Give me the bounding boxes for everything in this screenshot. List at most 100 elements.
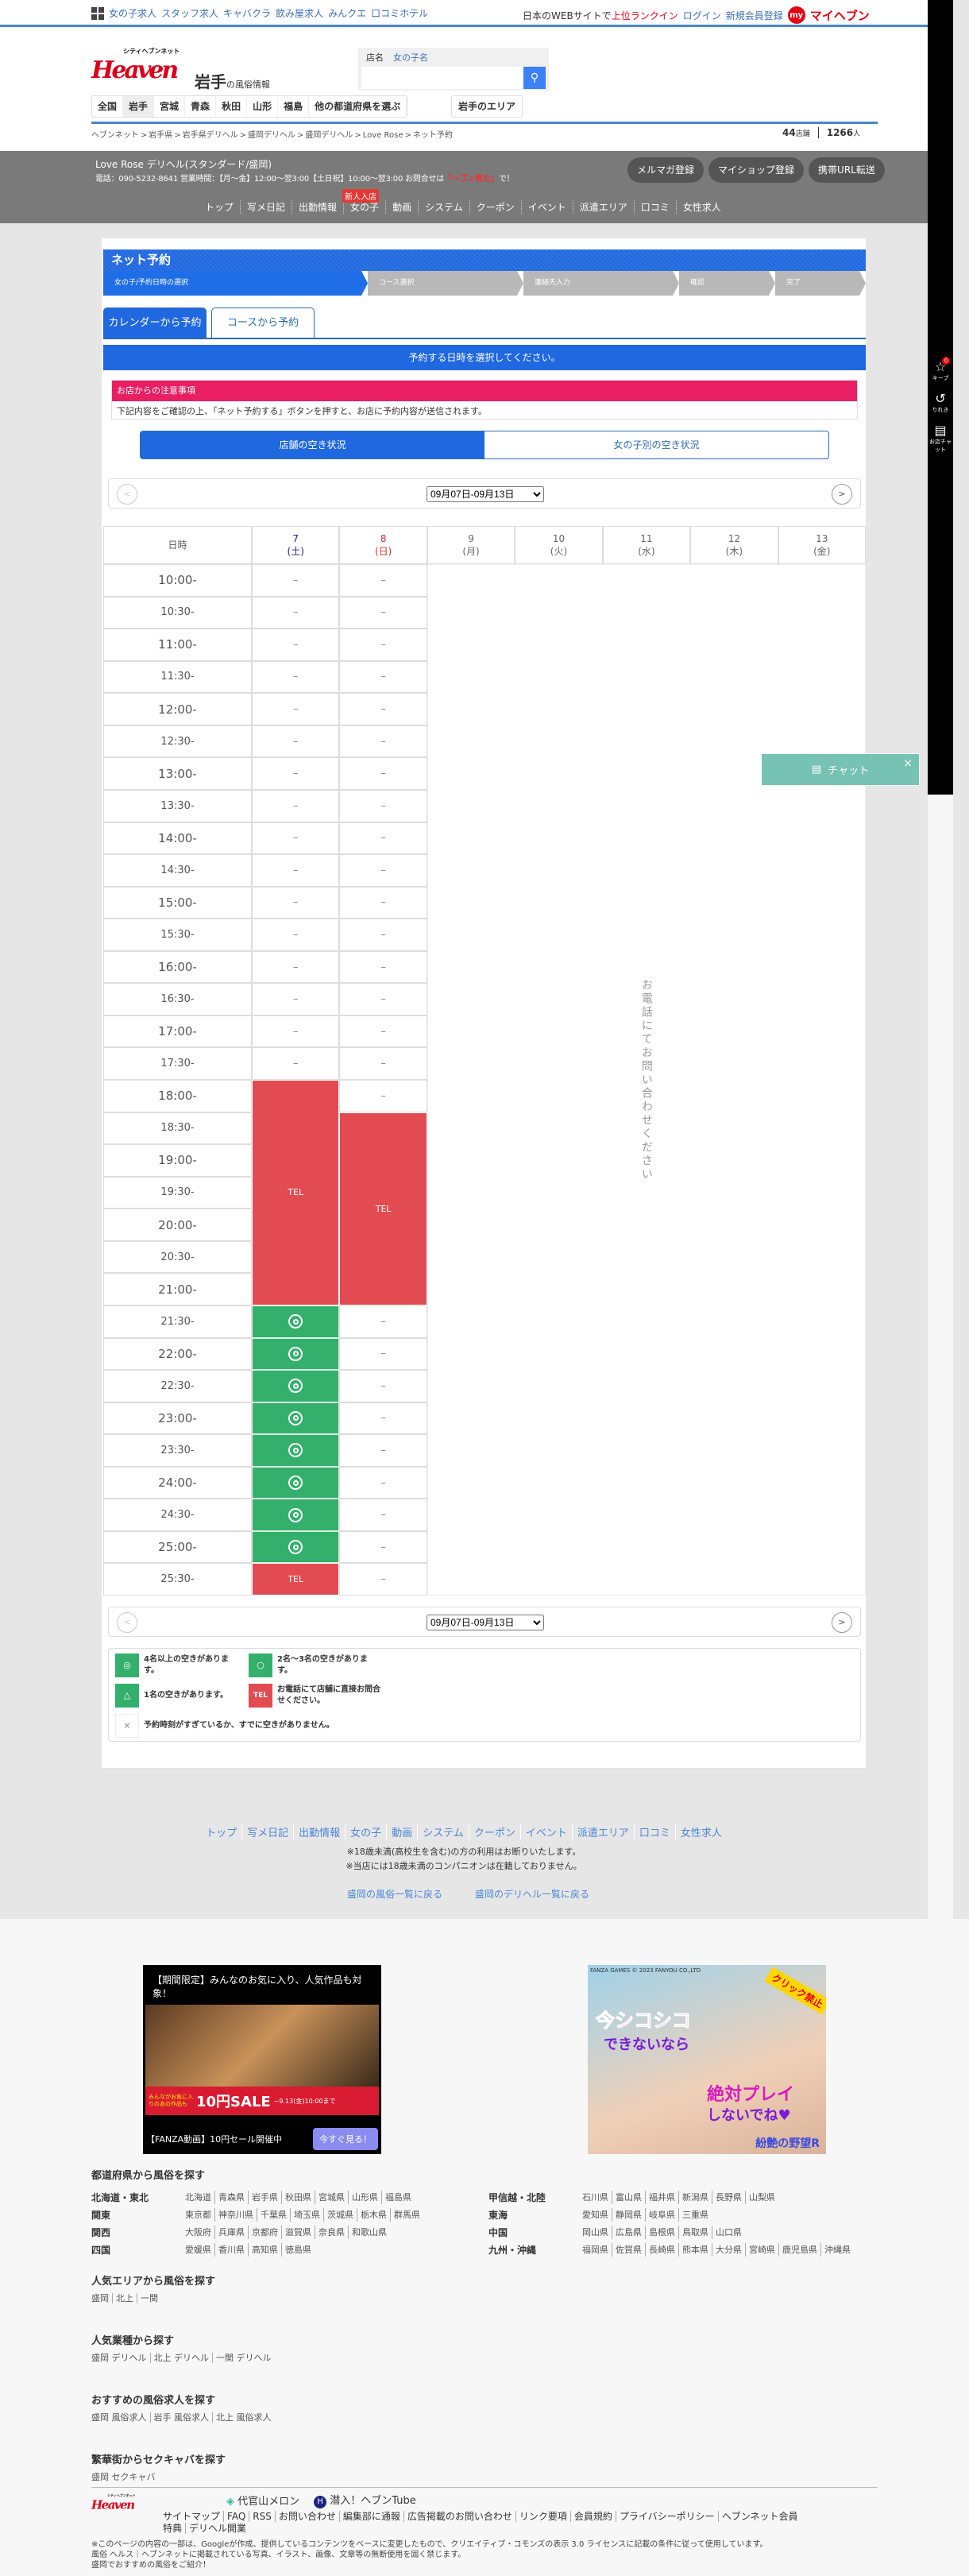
breadcrumb-item[interactable]: 岩手県デリヘル: [182, 131, 238, 140]
footer-nav-item[interactable]: 出勤情報: [294, 1824, 346, 1839]
section-link[interactable]: 北上 風俗求人: [216, 2412, 272, 2423]
shop-nav-item[interactable]: 派遣エリア: [573, 200, 635, 214]
pref-link[interactable]: 石川県: [579, 2191, 612, 2204]
week-select[interactable]: 09月07日-09月13日: [427, 1615, 544, 1630]
breadcrumb-item[interactable]: 岩手県: [149, 131, 173, 140]
footer-nav-item[interactable]: イベント: [521, 1824, 573, 1839]
breadcrumb-item[interactable]: Love Rose: [362, 131, 403, 140]
pref-link[interactable]: 福岡県: [579, 2243, 612, 2257]
pref-tab[interactable]: 青森: [185, 96, 217, 117]
pref-link[interactable]: 山形県: [349, 2191, 382, 2204]
footer-nav-item[interactable]: クーポン: [469, 1824, 521, 1839]
close-icon[interactable]: ×: [903, 757, 913, 770]
available-slot[interactable]: [252, 1370, 340, 1402]
chat-widget[interactable]: ▤ チャット ×: [761, 753, 920, 786]
toggle-girl[interactable]: 女の子別の空き状況: [613, 439, 700, 451]
pref-link[interactable]: 千葉県: [257, 2208, 291, 2222]
tel-slot[interactable]: TEL: [252, 1563, 340, 1595]
pref-link[interactable]: 岩手県: [249, 2191, 282, 2204]
section-link[interactable]: 盛岡 デリヘル: [91, 2353, 151, 2363]
site-link[interactable]: デリヘル開業: [189, 2523, 247, 2534]
pref-link[interactable]: 長崎県: [646, 2243, 679, 2257]
site-link[interactable]: 広告掲載のお問い合わせ: [403, 2511, 516, 2522]
pref-link[interactable]: 愛知県: [579, 2208, 612, 2222]
pref-link[interactable]: 秋田県: [282, 2191, 315, 2204]
tel-slot[interactable]: TEL: [339, 1112, 427, 1305]
shop-nav-item[interactable]: 女性求人: [682, 202, 721, 213]
pref-link[interactable]: 熊本県: [679, 2243, 712, 2257]
top-link[interactable]: スタッフ求人: [161, 8, 219, 19]
footer-nav-item[interactable]: 写メ日記: [242, 1824, 295, 1839]
my-heaven-icon[interactable]: my: [787, 6, 805, 24]
ad-cta-button[interactable]: 今すぐ見る！: [313, 2128, 378, 2150]
pref-link[interactable]: 北海道: [182, 2191, 215, 2204]
pref-link[interactable]: 京都府: [249, 2226, 282, 2239]
ad-banner-fanza[interactable]: 【期間限定】みんなのお気に入り、人気作品も対象！ みんながお気に入りのあの作品も…: [143, 1965, 381, 2154]
breadcrumb-item[interactable]: 盛岡デリヘル: [305, 131, 353, 140]
available-slot[interactable]: [252, 1402, 340, 1435]
site-link[interactable]: お問い合わせ: [275, 2511, 340, 2522]
top-link[interactable]: 飲み屋求人: [276, 8, 324, 19]
pref-link[interactable]: 鳥取県: [679, 2226, 712, 2239]
pref-link[interactable]: 栃木県: [357, 2208, 391, 2222]
section-link[interactable]: 盛岡 セクキャバ: [91, 2472, 156, 2482]
breadcrumb-item[interactable]: ヘブンネット: [91, 131, 139, 140]
section-link[interactable]: 盛岡: [91, 2293, 113, 2303]
shop-nav-item[interactable]: クーポン: [470, 200, 522, 214]
site-link[interactable]: FAQ: [224, 2511, 250, 2522]
top-link[interactable]: みんクエ: [328, 8, 367, 19]
login-link[interactable]: ログイン: [682, 10, 721, 21]
prev-week-button[interactable]: <: [117, 1612, 137, 1633]
shop-nav-item[interactable]: 写メ日記: [241, 200, 293, 214]
pref-link[interactable]: 沖縄県: [824, 2245, 851, 2255]
search-tab-girl[interactable]: 女の子名: [393, 52, 428, 63]
pref-tab-other[interactable]: 他の都道府県を選ぶ: [309, 96, 407, 117]
shop-nav-item[interactable]: システム: [419, 200, 470, 214]
pref-link[interactable]: 佐賀県: [612, 2243, 646, 2257]
prev-week-button[interactable]: <: [117, 484, 137, 505]
next-week-button[interactable]: >: [832, 1612, 852, 1633]
pref-link[interactable]: 広島県: [612, 2226, 646, 2239]
pref-link[interactable]: 長野県: [712, 2191, 746, 2204]
pref-link[interactable]: 宮崎県: [746, 2243, 779, 2257]
shop-nav-item[interactable]: トップ: [199, 200, 241, 214]
pref-link[interactable]: 富山県: [612, 2191, 646, 2204]
footer-nav-item[interactable]: システム: [418, 1824, 469, 1839]
pref-tab[interactable]: 宮城: [154, 96, 186, 117]
search-tab-shop[interactable]: 店名: [366, 52, 384, 63]
pref-link[interactable]: 島根県: [646, 2226, 679, 2239]
top-link[interactable]: 女の子求人: [109, 8, 157, 19]
back-fuzoku-link[interactable]: 盛岡の風俗一覧に戻る: [347, 1889, 443, 1900]
pref-link[interactable]: 滋賀県: [282, 2226, 315, 2239]
site-link[interactable]: リンク要項: [515, 2511, 571, 2522]
pref-link[interactable]: 東京都: [182, 2208, 215, 2222]
tab-calendar[interactable]: カレンダーから予約: [103, 307, 207, 338]
site-link[interactable]: 会員規約: [570, 2511, 616, 2522]
pref-link[interactable]: 群馬県: [394, 2210, 420, 2220]
footer-nav-item[interactable]: 口コミ: [635, 1824, 676, 1839]
pref-tab-active[interactable]: 岩手: [123, 96, 155, 117]
footer-nav-item[interactable]: 女の子: [346, 1824, 388, 1839]
pref-link[interactable]: 大阪府: [182, 2226, 215, 2239]
site-link[interactable]: ヘブンネット会員特典: [163, 2511, 798, 2534]
available-slot[interactable]: [252, 1434, 340, 1467]
pref-link[interactable]: 静岡県: [612, 2208, 646, 2222]
shop-nav-item[interactable]: 出勤情報: [292, 200, 345, 214]
top-link[interactable]: キャバクラ: [223, 8, 272, 19]
site-link[interactable]: プライバシーポリシー: [616, 2511, 719, 2522]
footer-nav-item[interactable]: 派遣エリア: [573, 1824, 635, 1839]
shop-nav-item[interactable]: 動画: [386, 200, 419, 214]
pref-link[interactable]: 山口県: [716, 2227, 742, 2238]
next-week-button[interactable]: >: [832, 484, 852, 505]
pref-link[interactable]: 福井県: [646, 2191, 679, 2204]
pref-link[interactable]: 岡山県: [579, 2226, 612, 2239]
search-input[interactable]: [361, 67, 523, 89]
pref-tab[interactable]: 全国: [92, 96, 124, 117]
toggle-shop[interactable]: 店舗の空き状況: [141, 431, 484, 458]
pref-link[interactable]: 大分県: [712, 2243, 746, 2257]
pref-link[interactable]: 山梨県: [749, 2192, 775, 2203]
breadcrumb-item[interactable]: 盛岡デリヘル: [247, 131, 295, 140]
available-slot[interactable]: [252, 1530, 340, 1564]
my-shop-button[interactable]: マイショップ登録: [708, 157, 805, 183]
pref-tab[interactable]: 福島: [278, 96, 310, 117]
